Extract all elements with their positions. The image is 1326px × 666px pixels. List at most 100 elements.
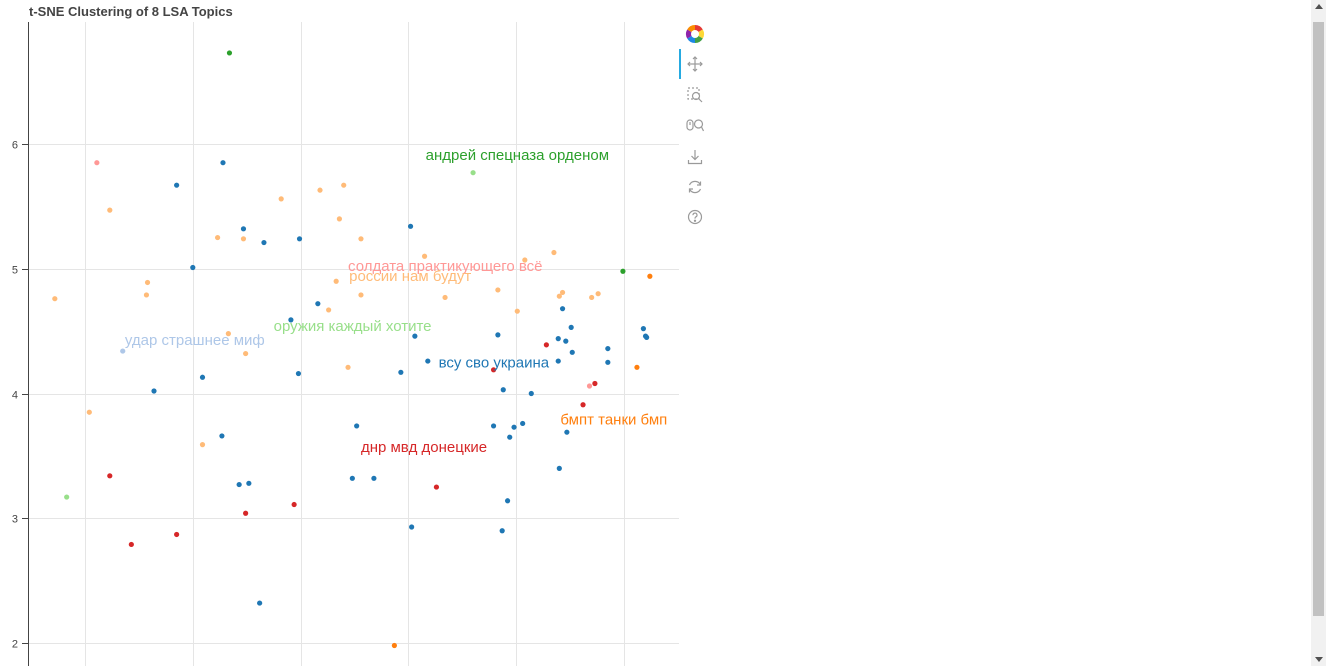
- data-point[interactable]: [120, 348, 126, 354]
- data-point[interactable]: [225, 331, 231, 337]
- data-point[interactable]: [243, 350, 249, 357]
- data-point[interactable]: [421, 253, 428, 259]
- scatter-plot[interactable]: 2 3 4 5 6 андрей спецназа орденом солдата пра…: [0, 0, 680, 666]
- data-point[interactable]: [605, 345, 611, 352]
- data-point[interactable]: [522, 257, 528, 263]
- data-point[interactable]: [647, 273, 653, 279]
- data-point[interactable]: [514, 308, 520, 314]
- data-point[interactable]: [219, 433, 225, 439]
- data-point[interactable]: [568, 324, 574, 330]
- data-point[interactable]: [94, 160, 100, 166]
- scrollbar-thumb[interactable]: [1313, 22, 1324, 616]
- data-point[interactable]: [371, 475, 377, 481]
- data-point[interactable]: [398, 369, 404, 375]
- scroll-up-arrow-icon[interactable]: [1315, 4, 1323, 9]
- data-point[interactable]: [490, 423, 497, 429]
- data-point[interactable]: [86, 409, 92, 415]
- data-point[interactable]: [425, 358, 431, 364]
- data-point[interactable]: [220, 160, 226, 166]
- data-point[interactable]: [559, 289, 566, 296]
- data-point[interactable]: [620, 268, 626, 274]
- data-point[interactable]: [520, 420, 526, 427]
- data-point[interactable]: [495, 287, 501, 293]
- data-point[interactable]: [433, 484, 440, 490]
- data-point[interactable]: [144, 279, 151, 286]
- data-point[interactable]: [278, 196, 284, 202]
- data-point[interactable]: [64, 494, 70, 500]
- data-point[interactable]: [174, 182, 180, 188]
- data-point[interactable]: [563, 338, 569, 344]
- data-point[interactable]: [569, 349, 575, 355]
- data-point[interactable]: [500, 387, 506, 393]
- data-point[interactable]: [640, 326, 647, 332]
- data-point[interactable]: [555, 336, 561, 342]
- data-point[interactable]: [128, 541, 134, 548]
- data-point[interactable]: [257, 600, 263, 606]
- data-point[interactable]: [586, 383, 593, 389]
- data-point[interactable]: [291, 501, 297, 508]
- save-icon[interactable]: [685, 147, 705, 167]
- data-point[interactable]: [595, 291, 601, 297]
- data-point[interactable]: [240, 236, 247, 242]
- data-point[interactable]: [107, 473, 113, 479]
- data-point[interactable]: [261, 239, 267, 246]
- data-point[interactable]: [358, 236, 364, 242]
- data-point[interactable]: [52, 296, 58, 302]
- data-point[interactable]: [240, 226, 247, 232]
- data-point[interactable]: [296, 236, 303, 242]
- wheel-zoom-icon[interactable]: [685, 115, 705, 135]
- data-point[interactable]: [407, 223, 414, 229]
- data-point[interactable]: [358, 292, 364, 298]
- data-point[interactable]: [605, 359, 611, 365]
- data-point[interactable]: [295, 370, 302, 377]
- pan-icon[interactable]: [685, 54, 705, 74]
- data-point[interactable]: [214, 234, 221, 241]
- data-point[interactable]: [288, 317, 294, 323]
- data-point[interactable]: [349, 475, 355, 481]
- data-point[interactable]: [555, 358, 561, 364]
- data-point[interactable]: [564, 429, 570, 435]
- data-point[interactable]: [543, 342, 549, 348]
- data-point[interactable]: [507, 434, 513, 440]
- data-point[interactable]: [174, 531, 180, 538]
- bokeh-logo-icon[interactable]: [685, 24, 705, 44]
- data-point[interactable]: [642, 333, 649, 339]
- data-point[interactable]: [412, 333, 418, 339]
- data-point[interactable]: [326, 307, 332, 313]
- data-point[interactable]: [580, 402, 586, 408]
- data-point[interactable]: [556, 293, 562, 299]
- data-point[interactable]: [199, 442, 206, 448]
- data-point[interactable]: [409, 524, 415, 530]
- data-point[interactable]: [345, 364, 351, 370]
- data-point[interactable]: [391, 642, 397, 649]
- data-point[interactable]: [341, 182, 347, 188]
- data-point[interactable]: [246, 480, 252, 486]
- reset-icon[interactable]: [685, 177, 705, 197]
- data-point[interactable]: [528, 390, 534, 397]
- data-point[interactable]: [442, 294, 448, 301]
- data-point[interactable]: [495, 332, 501, 338]
- data-point[interactable]: [556, 465, 562, 471]
- data-point[interactable]: [504, 498, 511, 504]
- page-scrollbar[interactable]: [1311, 0, 1326, 666]
- data-point[interactable]: [511, 424, 517, 430]
- data-point[interactable]: [559, 306, 566, 312]
- data-point[interactable]: [243, 510, 249, 516]
- scroll-down-arrow-icon[interactable]: [1315, 657, 1323, 662]
- help-icon[interactable]: [685, 207, 705, 227]
- data-point[interactable]: [226, 50, 233, 56]
- data-point[interactable]: [499, 528, 505, 534]
- data-point[interactable]: [315, 301, 321, 307]
- data-point[interactable]: [151, 388, 157, 394]
- data-point[interactable]: [634, 364, 640, 370]
- data-point[interactable]: [107, 207, 113, 213]
- data-point[interactable]: [592, 380, 598, 387]
- data-point[interactable]: [470, 170, 476, 176]
- data-point[interactable]: [143, 292, 150, 298]
- data-point[interactable]: [551, 249, 557, 256]
- box-zoom-icon[interactable]: [685, 85, 705, 105]
- data-point[interactable]: [589, 294, 595, 301]
- data-point[interactable]: [236, 481, 242, 488]
- data-point[interactable]: [199, 374, 206, 380]
- data-point[interactable]: [317, 187, 323, 193]
